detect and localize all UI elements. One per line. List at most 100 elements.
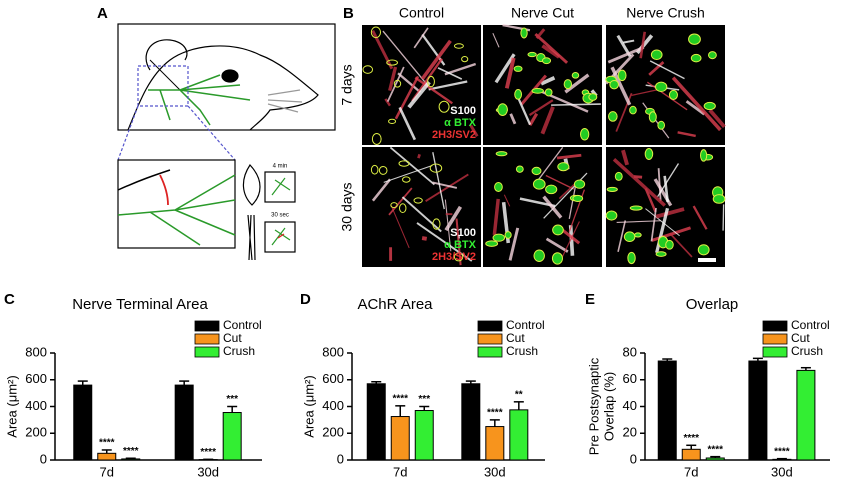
endplate bbox=[398, 160, 410, 167]
endplate bbox=[657, 120, 666, 130]
micrograph-texture bbox=[604, 31, 726, 139]
fiber bbox=[534, 146, 564, 185]
significance-label: **** bbox=[707, 444, 723, 455]
fiber bbox=[545, 174, 575, 190]
legend-swatch bbox=[762, 346, 788, 358]
fiber bbox=[432, 152, 445, 210]
fiber bbox=[671, 76, 722, 132]
chart-title: Overlap bbox=[686, 296, 739, 313]
endplate bbox=[654, 81, 668, 93]
y-tick-label: 400 bbox=[322, 398, 344, 413]
bar bbox=[390, 416, 410, 461]
endplate bbox=[634, 232, 642, 238]
y-tick-label: 80 bbox=[623, 344, 637, 359]
legend-label: Crush bbox=[223, 344, 255, 358]
fiber bbox=[655, 207, 670, 254]
fiber bbox=[444, 62, 477, 76]
endplate bbox=[413, 197, 423, 204]
legend-swatch bbox=[477, 320, 503, 332]
fiber bbox=[616, 220, 661, 223]
endplate bbox=[629, 105, 637, 115]
legend-label: Control bbox=[791, 318, 830, 332]
bar bbox=[97, 452, 117, 461]
endplate bbox=[712, 194, 726, 204]
fiber bbox=[383, 165, 433, 183]
fiber bbox=[389, 146, 435, 186]
fiber bbox=[663, 175, 669, 203]
fiber bbox=[646, 81, 688, 111]
timer-label: 30 sec bbox=[271, 213, 289, 219]
bar bbox=[681, 448, 701, 461]
endplate bbox=[371, 132, 382, 145]
error-bar bbox=[662, 358, 673, 362]
bar bbox=[772, 458, 792, 461]
endplate bbox=[485, 240, 499, 247]
endplate bbox=[580, 127, 590, 141]
chart-title: AChR Area bbox=[357, 296, 433, 313]
fiber bbox=[371, 30, 394, 70]
significance-label: **** bbox=[487, 408, 503, 419]
fiber bbox=[685, 100, 706, 116]
fiber bbox=[551, 103, 601, 106]
endplate bbox=[438, 100, 450, 113]
column-label: Control bbox=[399, 5, 444, 21]
bar bbox=[657, 360, 677, 461]
endplate bbox=[497, 103, 508, 116]
endplate bbox=[390, 202, 398, 209]
fiber bbox=[692, 205, 708, 230]
endplate bbox=[402, 176, 411, 183]
micrograph-texture bbox=[370, 146, 473, 266]
error-bar bbox=[179, 380, 190, 386]
error-bar bbox=[489, 419, 500, 427]
endplate bbox=[378, 165, 388, 175]
x-tick-label: 7d bbox=[393, 464, 407, 479]
endplate bbox=[541, 57, 552, 65]
error-bar bbox=[395, 405, 406, 417]
endplate bbox=[690, 53, 702, 63]
fiber bbox=[617, 220, 627, 253]
fiber bbox=[540, 106, 555, 135]
fiber bbox=[411, 58, 443, 102]
error-bar bbox=[125, 457, 136, 460]
endplate bbox=[665, 239, 674, 250]
fiber bbox=[669, 232, 693, 258]
x-tick-label: 30d bbox=[771, 464, 793, 479]
fiber bbox=[657, 168, 662, 202]
fiber bbox=[413, 27, 429, 49]
legend-swatch bbox=[194, 333, 220, 345]
fiber bbox=[508, 227, 520, 261]
fiber bbox=[558, 182, 577, 200]
fiber bbox=[534, 32, 569, 64]
x-tick-label: 30d bbox=[484, 464, 506, 479]
micrograph-texture bbox=[492, 24, 601, 141]
endplate bbox=[453, 252, 464, 262]
endplate bbox=[708, 51, 717, 60]
significance-label: **** bbox=[774, 446, 790, 457]
endplate bbox=[531, 166, 542, 176]
stain-label: 2H3/SV2 bbox=[432, 129, 476, 141]
significance-label: **** bbox=[200, 447, 216, 458]
timer-label: 4 min bbox=[273, 164, 288, 170]
endplate bbox=[629, 205, 643, 211]
endplate bbox=[571, 71, 580, 79]
fiber bbox=[528, 112, 539, 126]
bar bbox=[366, 383, 386, 461]
significance-label: **** bbox=[683, 433, 699, 444]
fiber bbox=[397, 72, 422, 94]
endplate bbox=[688, 33, 701, 45]
legend-swatch bbox=[762, 333, 788, 345]
y-tick-label: 60 bbox=[623, 371, 637, 386]
fiber bbox=[384, 98, 391, 107]
endplate bbox=[461, 55, 469, 63]
fiber bbox=[677, 131, 696, 138]
endplate bbox=[552, 224, 564, 236]
endplate bbox=[370, 164, 379, 175]
endplate bbox=[432, 218, 441, 230]
endplate bbox=[617, 69, 627, 82]
stain-label: α BTX bbox=[444, 117, 476, 129]
endplate bbox=[515, 165, 524, 173]
endplate bbox=[386, 59, 398, 66]
fiber bbox=[421, 236, 428, 241]
error-bar bbox=[227, 405, 238, 413]
